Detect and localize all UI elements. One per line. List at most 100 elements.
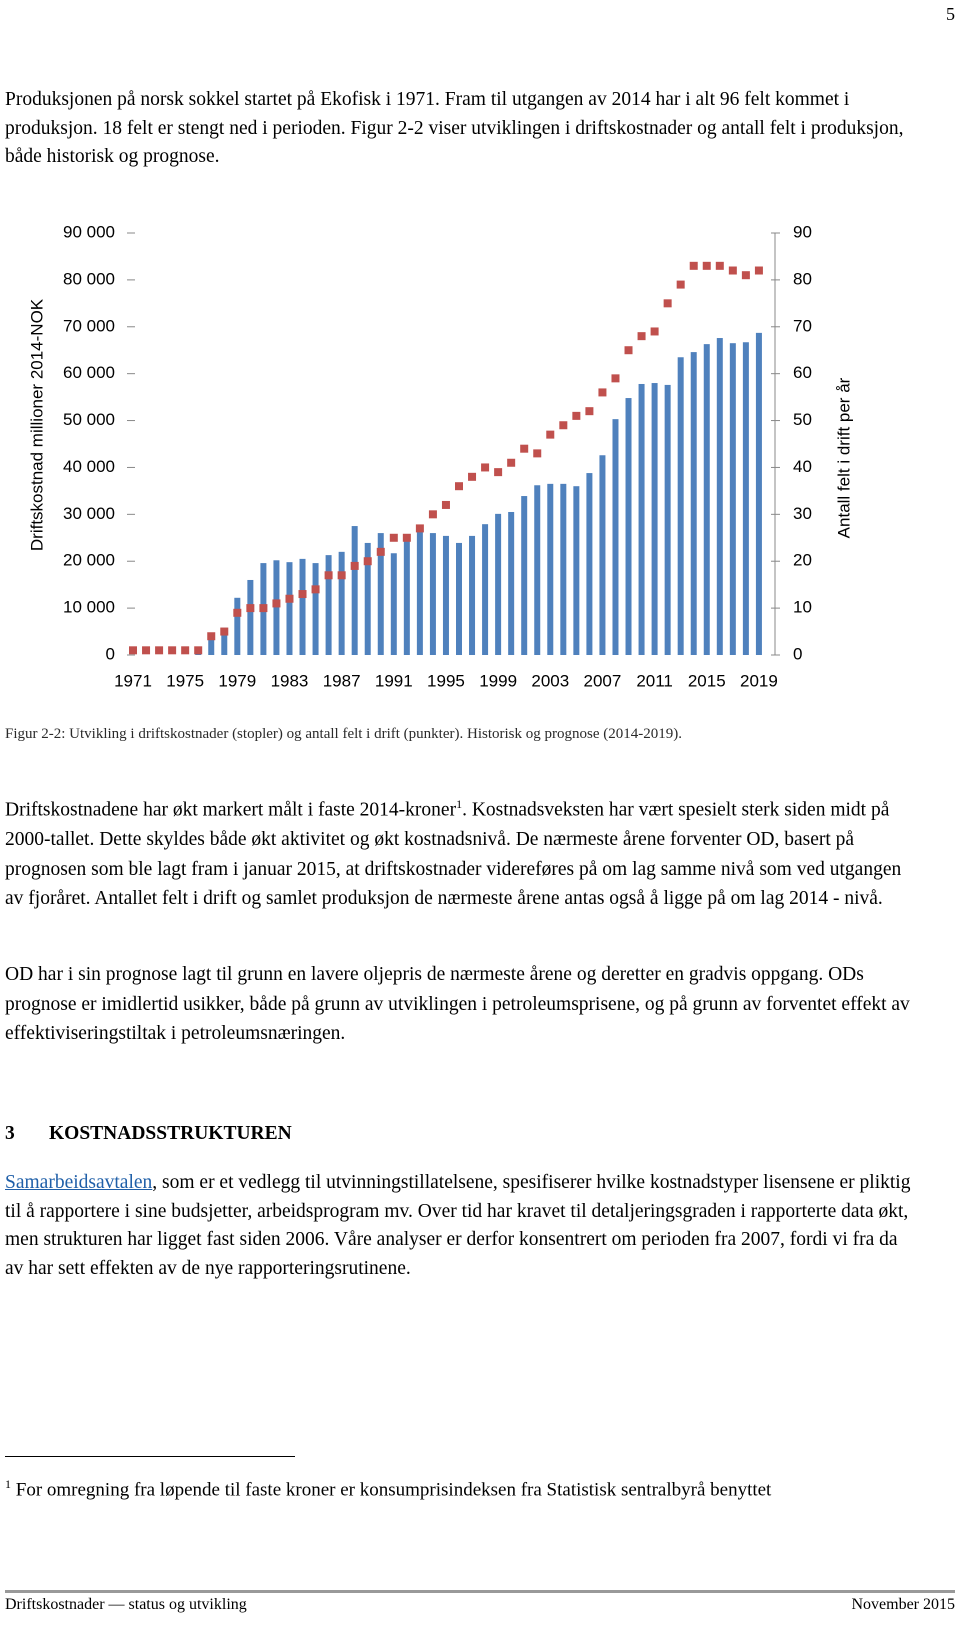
- x-tick-label: 1999: [479, 671, 517, 690]
- bar: [586, 473, 593, 655]
- point: [311, 585, 320, 594]
- bar: [312, 563, 319, 655]
- bar: [482, 524, 489, 655]
- x-tick-label: 1987: [323, 671, 361, 690]
- x-tick-label: 1991: [375, 671, 413, 690]
- y-tick-label: 70 000: [63, 316, 115, 335]
- x-tick-label: 1995: [427, 671, 465, 690]
- y2-tick-label: 0: [793, 644, 802, 663]
- bar: [599, 455, 606, 655]
- x-tick-label: 1979: [218, 671, 256, 690]
- paragraph: OD har i sin prognose lagt til grunn en …: [5, 964, 910, 1044]
- heading: 3 KOSTNADSSTRUKTUREN: [5, 1120, 920, 1149]
- point: [285, 594, 294, 603]
- footnote-ref: 1: [456, 797, 463, 811]
- point: [663, 299, 672, 308]
- point: [337, 571, 346, 580]
- point: [194, 646, 203, 655]
- bar: [625, 398, 632, 655]
- y-tick-label: 30 000: [63, 504, 115, 523]
- point: [376, 547, 385, 556]
- point: [220, 627, 229, 636]
- point: [520, 444, 529, 453]
- point: [129, 646, 137, 655]
- point: [155, 646, 164, 655]
- y2-tick-label: 80: [793, 269, 812, 288]
- footer-right: November 2015: [851, 1596, 955, 1613]
- heading-number: 3: [5, 1123, 15, 1144]
- point: [715, 261, 724, 270]
- bar: [456, 542, 462, 655]
- bar: [338, 551, 345, 655]
- y2-tick-label: 10: [793, 598, 812, 617]
- point: [494, 468, 503, 477]
- bar: [273, 560, 280, 655]
- bar: [390, 553, 397, 655]
- bar: [573, 486, 580, 655]
- link[interactable]: Samarbeidsavtalen: [5, 1172, 153, 1193]
- y2-tick-label: 40: [793, 457, 812, 476]
- bar: [495, 513, 502, 655]
- y-tick-label: 50 000: [63, 410, 115, 429]
- bar: [416, 528, 423, 655]
- x-tick-label: 1975: [166, 671, 204, 690]
- text: , som er et vedlegg til utvinningstillat…: [5, 1172, 911, 1279]
- bar: [547, 483, 554, 655]
- y-axis-title: Driftskostnad millioner 2014-NOK: [27, 298, 46, 551]
- point: [728, 266, 737, 275]
- paragraph: Samarbeidsavtalen, som er et vedlegg til…: [5, 1169, 920, 1283]
- y2-tick-label: 60: [793, 363, 812, 382]
- x-tick-label: 1983: [271, 671, 309, 690]
- point: [611, 374, 620, 383]
- bar: [429, 533, 436, 655]
- bar: [703, 344, 710, 655]
- point: [246, 604, 255, 613]
- point: [402, 533, 411, 542]
- point: [741, 271, 750, 280]
- bar: [286, 562, 293, 655]
- point: [468, 472, 477, 481]
- x-tick-label: 2003: [531, 671, 569, 690]
- footnote-rule: [5, 1456, 295, 1457]
- point: [533, 449, 542, 458]
- point: [689, 261, 698, 270]
- point: [624, 346, 633, 355]
- footer-rule: [5, 1590, 955, 1593]
- point: [363, 557, 372, 566]
- x-tick-label: 2019: [740, 671, 778, 690]
- point: [546, 430, 555, 439]
- point: [754, 266, 763, 275]
- y-tick-label: 10 000: [63, 598, 115, 617]
- text: Driftskostnadene har økt markert målt i …: [5, 799, 457, 821]
- y-tick-label: 90 000: [63, 222, 115, 241]
- footnote-text: For omregning fra løpende til faste kron…: [15, 1479, 772, 1501]
- bar: [351, 526, 358, 655]
- bar: [716, 338, 723, 655]
- point: [298, 590, 307, 599]
- bar: [729, 343, 736, 655]
- paragraph: Driftskostnadene har økt markert målt i …: [5, 790, 920, 914]
- point: [637, 332, 646, 341]
- y2-axis-title: Antall felt i drift per år: [834, 377, 853, 538]
- point: [272, 599, 281, 608]
- bar: [469, 535, 476, 655]
- bar: [403, 535, 410, 655]
- point: [142, 646, 151, 655]
- x-tick-label: 2015: [688, 671, 726, 690]
- bar: [742, 342, 749, 655]
- y2-tick-label: 50: [793, 410, 812, 429]
- bar: [612, 419, 619, 655]
- point: [259, 604, 268, 613]
- y2-tick-label: 90: [793, 222, 812, 241]
- bar: [638, 383, 645, 655]
- y-tick-label: 40 000: [63, 457, 115, 476]
- paragraph: Produksjonen på norsk sokkel startet på …: [5, 89, 904, 167]
- point: [676, 280, 685, 289]
- bar: [521, 496, 528, 655]
- bar: [651, 383, 658, 655]
- point: [389, 533, 398, 542]
- point: [650, 327, 659, 336]
- footnote: 1 For omregning fra løpende til faste kr…: [5, 1470, 955, 1505]
- bar: [755, 332, 762, 655]
- point: [455, 482, 463, 491]
